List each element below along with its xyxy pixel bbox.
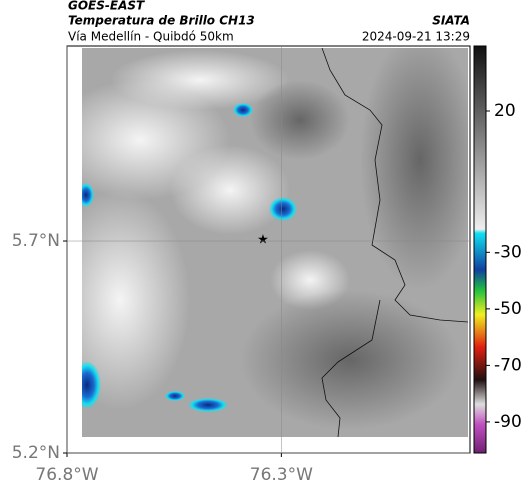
imagery [82,48,468,437]
lat-tick-label: 5.7°N [12,231,60,251]
source: SIATA [432,14,470,28]
colorbar-tick-label: -90 [494,412,522,432]
colorbar-tick-label: 20 [494,101,516,121]
colorbar-tick-label: -30 [494,242,522,262]
colorbar-tick-label: -50 [494,299,522,319]
lon-tick-label: 76.8°W [35,465,98,485]
colorbar-tick-label: -70 [494,355,522,375]
colorbar [473,45,487,454]
subtitle: Vía Medellín - Quibdó 50km [68,30,234,44]
datetime: 2024-09-21 13:29 [362,30,470,44]
title: Temperatura de Brillo CH13 [68,14,255,28]
city-marker: ★ [257,233,269,248]
lon-tick-label: 76.3°W [250,465,313,485]
satellite: GOES-EAST [68,0,145,13]
lat-tick-label: 5.2°N [12,443,60,463]
